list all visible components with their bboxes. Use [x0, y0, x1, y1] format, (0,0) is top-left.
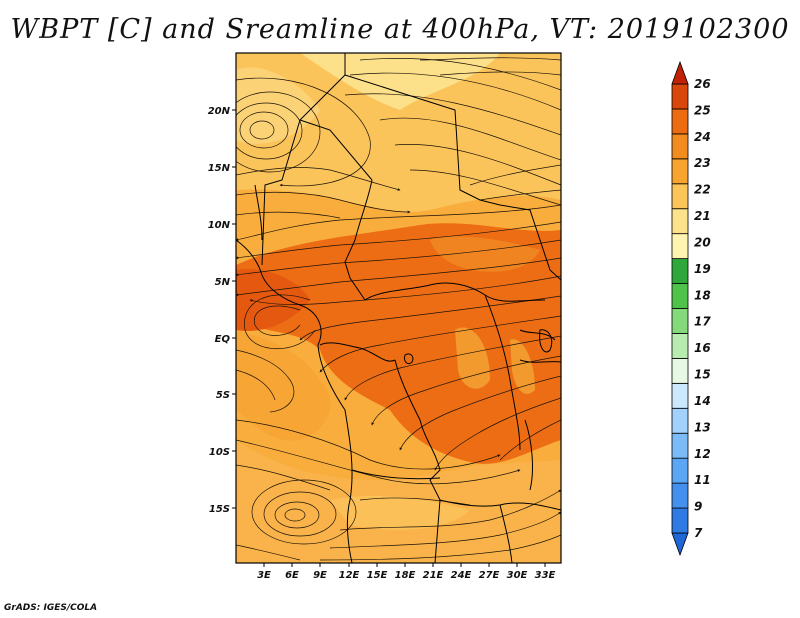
lon-label: 21E [423, 570, 444, 581]
field-south-light [330, 495, 470, 530]
field-north-light [236, 53, 561, 212]
lon-label: 18E [395, 570, 416, 581]
colorbar-segment [671, 407, 689, 434]
colorbar-label: 17 [694, 315, 711, 329]
field-warm-stripe2 [510, 339, 535, 394]
colorbar-label: 22 [694, 183, 711, 197]
field-warm-core [236, 223, 561, 464]
colorbar-segment [671, 482, 689, 509]
border-drc-w [394, 359, 441, 501]
colorbar: 7 9 11 12 13 14 15 16 17 18 19 20 21 22 23 24 25 26 [671, 60, 711, 557]
lake-victoria [539, 329, 553, 353]
lon-label: 30E [507, 570, 528, 581]
lat-label: 15N [208, 163, 231, 174]
colorbar-segment [671, 108, 689, 135]
colorbar-label: 25 [694, 103, 711, 117]
map-frame [235, 52, 562, 564]
streamline-swirl-sw [251, 479, 357, 545]
colorbar-label: 23 [694, 156, 711, 170]
colorbar-segment [671, 432, 689, 459]
colorbar-label: 18 [694, 288, 711, 302]
border-n [344, 74, 561, 281]
colorbar-segment [671, 457, 689, 484]
streamline-swirl-nw [236, 77, 371, 187]
colorbar-segment [671, 333, 689, 359]
border-niger [299, 119, 373, 181]
lon-label: 15E [367, 570, 388, 581]
lon-label: 3E [257, 570, 271, 581]
colorbar-label: 14 [694, 394, 711, 408]
lat-labels: 20N 15N 10N 5N EQ 5S 10S 15S [208, 106, 231, 515]
field-warm-east [430, 236, 540, 272]
colorbar-segment [671, 357, 689, 384]
lat-label: EQ [215, 334, 231, 345]
lat-label: 10N [208, 220, 231, 231]
border-east-lakes [519, 329, 561, 363]
streamline-north-arcs [344, 57, 561, 206]
streamline-south [236, 419, 561, 561]
colorbar-label: 24 [694, 130, 711, 144]
colorbar-segment [671, 382, 689, 409]
map-title: WBPT [C] and Sreamline at 400hPa, VT: 20… [10, 14, 790, 45]
colorbar-segment [671, 83, 689, 110]
lon-label: 9E [313, 570, 327, 581]
lon-label: 27E [479, 570, 500, 581]
colorbar-label: 15 [694, 368, 711, 382]
footer-credit: GrADS: IGES/COLA [4, 603, 98, 613]
lon-label: 24E [451, 570, 472, 581]
streamline-west-eq [236, 294, 316, 413]
lat-label: 5N [215, 277, 231, 288]
lon-label: 12E [339, 570, 360, 581]
field-sw-mid [236, 330, 331, 441]
field-warm-west [236, 269, 310, 331]
lake-malawi [524, 419, 533, 491]
colorbar-label: 13 [694, 420, 711, 434]
axis-ticks [232, 109, 546, 567]
border-gabon [319, 342, 396, 362]
lat-label: 10S [209, 447, 230, 458]
colorbar-bottom-arrow [671, 532, 689, 557]
border-south-ns [434, 499, 513, 563]
colorbar-label: 16 [694, 341, 711, 355]
shaded-field [236, 53, 561, 563]
lat-label: 5S [216, 390, 230, 401]
colorbar-segment [671, 283, 689, 309]
colorbar-label: 9 [694, 500, 702, 514]
colorbar-segment [671, 308, 689, 334]
colorbar-segment [671, 258, 689, 284]
lat-label: 15S [209, 504, 230, 515]
border-drc-e [484, 294, 521, 451]
lon-label: 33E [535, 570, 556, 581]
border-chad [344, 179, 373, 301]
lon-label: 6E [285, 570, 299, 581]
colorbar-label: 21 [694, 209, 711, 223]
colorbar-label: 20 [694, 235, 711, 249]
colorbar-label: 7 [694, 526, 703, 540]
streamline-main-band [236, 204, 561, 471]
lon-labels: 3E 6E 9E 12E 15E 18E 21E 24E 27E 30E 33E [257, 570, 555, 581]
colorbar-top-arrow [671, 60, 689, 85]
colorbar-segment [671, 158, 689, 185]
coastline-west [236, 239, 353, 563]
border-car [364, 282, 546, 302]
colorbar-label: 11 [694, 473, 711, 487]
colorbar-segment [671, 233, 689, 260]
colorbar-segment [671, 507, 689, 534]
colorbar-label: 26 [694, 77, 711, 91]
colorbar-segment [671, 208, 689, 235]
border-nw2 [254, 184, 263, 241]
colorbar-segment [671, 183, 689, 210]
field-north-pale [300, 53, 500, 110]
borders [236, 53, 561, 563]
colorbar-segment [671, 133, 689, 160]
colorbar-label: 19 [694, 262, 711, 276]
lake-small [404, 353, 414, 365]
lat-label: 20N [208, 106, 231, 117]
colorbar-label: 12 [694, 447, 711, 461]
